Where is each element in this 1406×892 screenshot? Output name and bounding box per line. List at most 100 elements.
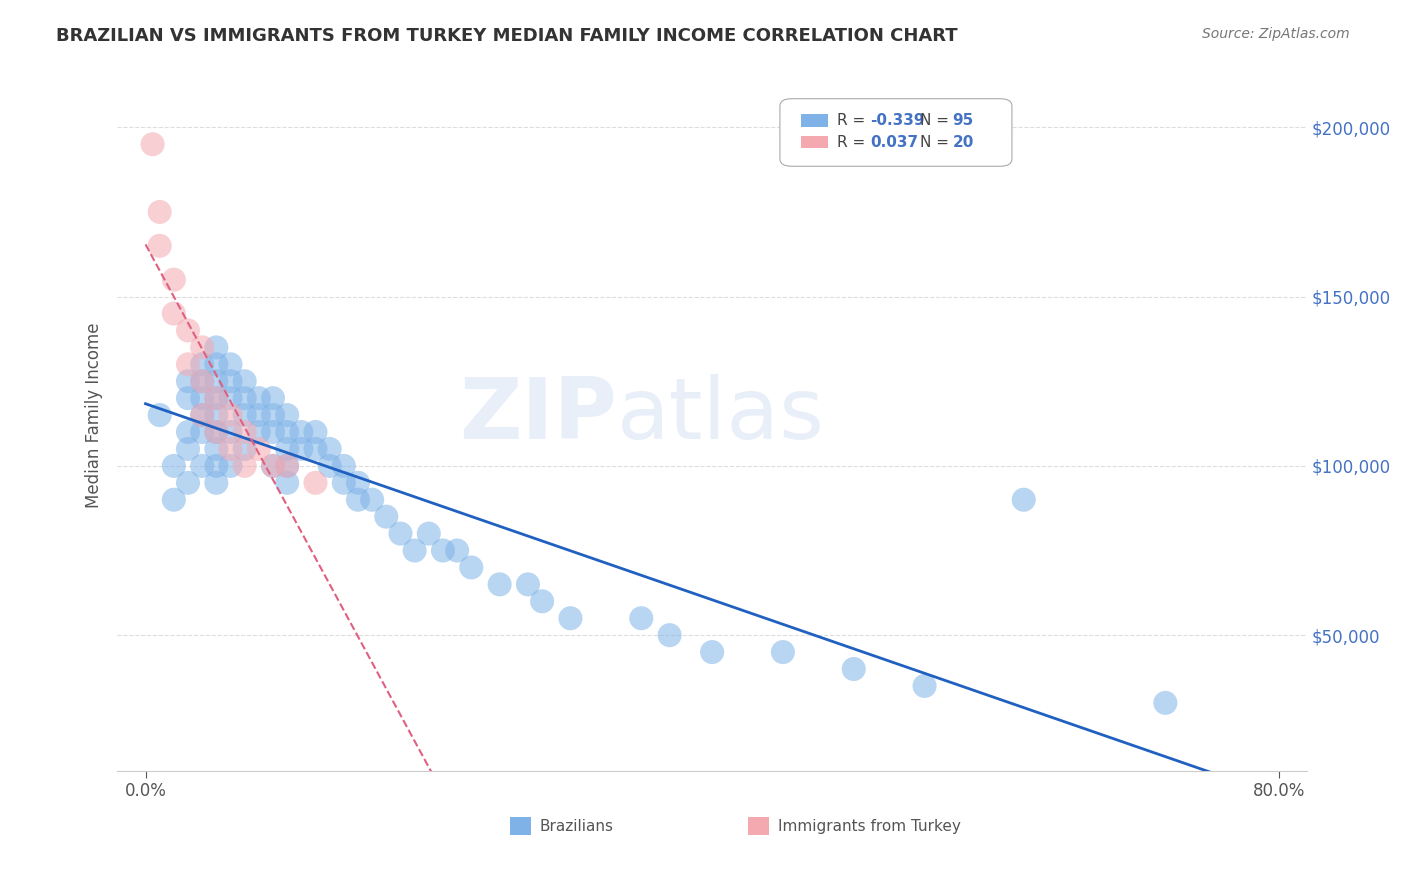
Point: [163, 306, 186, 320]
Point: [219, 425, 242, 439]
Point: [347, 475, 370, 490]
Point: [361, 492, 384, 507]
Point: [205, 458, 228, 473]
Point: [219, 391, 242, 405]
Text: atlas: atlas: [617, 374, 825, 457]
Point: [247, 408, 270, 422]
Point: [276, 458, 298, 473]
Point: [517, 577, 540, 591]
Text: N =: N =: [921, 135, 955, 150]
Text: 20: 20: [952, 135, 974, 150]
Text: Brazilians: Brazilians: [540, 819, 613, 833]
Point: [177, 323, 200, 337]
Bar: [510, 817, 531, 835]
Text: N =: N =: [921, 113, 955, 128]
Point: [142, 137, 165, 152]
Text: R =: R =: [837, 135, 870, 150]
Point: [219, 408, 242, 422]
Point: [191, 340, 214, 354]
Point: [205, 374, 228, 388]
Point: [163, 273, 186, 287]
Point: [219, 374, 242, 388]
Point: [233, 458, 256, 473]
Point: [389, 526, 412, 541]
Point: [149, 408, 172, 422]
Point: [262, 425, 284, 439]
Point: [205, 391, 228, 405]
Point: [276, 442, 298, 456]
Point: [333, 458, 356, 473]
Point: [304, 475, 326, 490]
Point: [177, 357, 200, 371]
Point: [191, 458, 214, 473]
Bar: [801, 114, 828, 128]
Point: [205, 425, 228, 439]
Point: [219, 357, 242, 371]
Point: [205, 475, 228, 490]
Point: [247, 442, 270, 456]
Point: [418, 526, 440, 541]
Point: [233, 391, 256, 405]
Point: [262, 458, 284, 473]
Point: [191, 391, 214, 405]
Point: [205, 408, 228, 422]
Text: Immigrants from Turkey: Immigrants from Turkey: [778, 819, 960, 833]
Point: [276, 425, 298, 439]
Text: ZIP: ZIP: [460, 374, 617, 457]
Text: 95: 95: [952, 113, 974, 128]
Point: [205, 357, 228, 371]
Point: [233, 408, 256, 422]
Point: [163, 458, 186, 473]
Point: [219, 442, 242, 456]
Point: [1012, 492, 1035, 507]
Point: [205, 442, 228, 456]
Point: [177, 425, 200, 439]
Point: [262, 391, 284, 405]
Bar: [801, 136, 828, 148]
Point: [842, 662, 865, 676]
Point: [177, 442, 200, 456]
Point: [304, 442, 326, 456]
Point: [191, 408, 214, 422]
Point: [446, 543, 468, 558]
Point: [262, 458, 284, 473]
Point: [262, 408, 284, 422]
Point: [219, 458, 242, 473]
Point: [560, 611, 582, 625]
Point: [177, 374, 200, 388]
Bar: [748, 817, 769, 835]
Point: [375, 509, 398, 524]
Point: [177, 391, 200, 405]
FancyBboxPatch shape: [780, 99, 1012, 166]
Text: 0.037: 0.037: [870, 135, 918, 150]
Point: [658, 628, 681, 642]
Point: [404, 543, 426, 558]
Point: [247, 425, 270, 439]
Point: [460, 560, 482, 574]
Point: [276, 408, 298, 422]
Point: [304, 425, 326, 439]
Point: [149, 239, 172, 253]
Point: [233, 374, 256, 388]
Point: [1154, 696, 1177, 710]
Point: [914, 679, 936, 693]
Point: [177, 475, 200, 490]
Point: [205, 391, 228, 405]
Point: [247, 391, 270, 405]
Point: [290, 425, 312, 439]
Point: [191, 408, 214, 422]
Y-axis label: Median Family Income: Median Family Income: [86, 322, 103, 508]
Point: [432, 543, 454, 558]
Point: [347, 492, 370, 507]
Point: [531, 594, 554, 608]
Point: [233, 442, 256, 456]
Point: [205, 340, 228, 354]
Point: [488, 577, 510, 591]
Point: [191, 357, 214, 371]
Point: [318, 442, 340, 456]
Text: Source: ZipAtlas.com: Source: ZipAtlas.com: [1202, 27, 1350, 41]
Point: [290, 442, 312, 456]
Text: BRAZILIAN VS IMMIGRANTS FROM TURKEY MEDIAN FAMILY INCOME CORRELATION CHART: BRAZILIAN VS IMMIGRANTS FROM TURKEY MEDI…: [56, 27, 957, 45]
Point: [191, 374, 214, 388]
Text: R =: R =: [837, 113, 870, 128]
